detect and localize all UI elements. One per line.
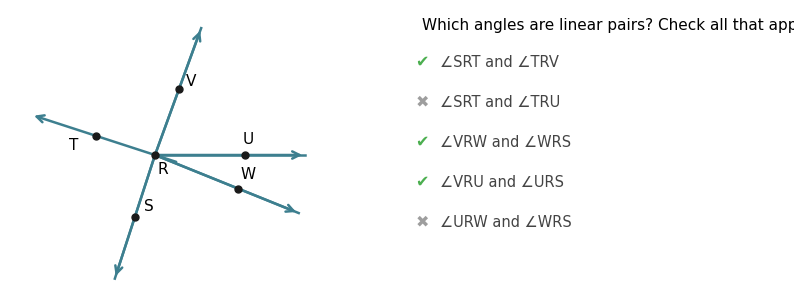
- Text: ∠VRU and ∠URS: ∠VRU and ∠URS: [440, 175, 564, 190]
- Text: ∠VRW and ∠WRS: ∠VRW and ∠WRS: [440, 135, 571, 150]
- Text: ✖: ✖: [415, 95, 429, 110]
- Text: ✔: ✔: [415, 55, 429, 70]
- Text: ∠SRT and ∠TRU: ∠SRT and ∠TRU: [440, 95, 561, 110]
- Text: Which angles are linear pairs? Check all that apply.: Which angles are linear pairs? Check all…: [422, 18, 794, 33]
- Text: V: V: [186, 74, 196, 88]
- Text: R: R: [158, 161, 168, 177]
- Text: ∠SRT and ∠TRV: ∠SRT and ∠TRV: [440, 55, 559, 70]
- Text: S: S: [144, 199, 154, 214]
- Text: U: U: [242, 132, 253, 147]
- Text: ∠URW and ∠WRS: ∠URW and ∠WRS: [440, 215, 572, 230]
- Text: ✖: ✖: [415, 215, 429, 230]
- Text: T: T: [69, 138, 79, 153]
- Text: ✔: ✔: [415, 135, 429, 150]
- Text: W: W: [241, 167, 256, 182]
- Text: ✔: ✔: [415, 175, 429, 190]
